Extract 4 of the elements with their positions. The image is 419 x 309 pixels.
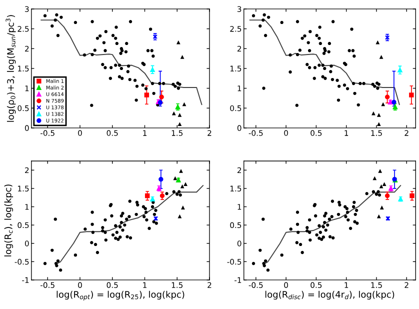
y-axis-title: log(R$_{c}$), log(kpc)	[4, 184, 14, 256]
x-axis-title: log(R$_{opt}$) = log(R$_{25}$), log(kpc)	[56, 290, 184, 300]
y-axis-title: log(ρ$_{0}$)+3, log(M$_{sun}$/pc$^{3}$)	[6, 15, 16, 122]
x-axis-title: log(R$_{disc}$) = log(4r$_{d}$), log(kpc)	[265, 290, 394, 300]
